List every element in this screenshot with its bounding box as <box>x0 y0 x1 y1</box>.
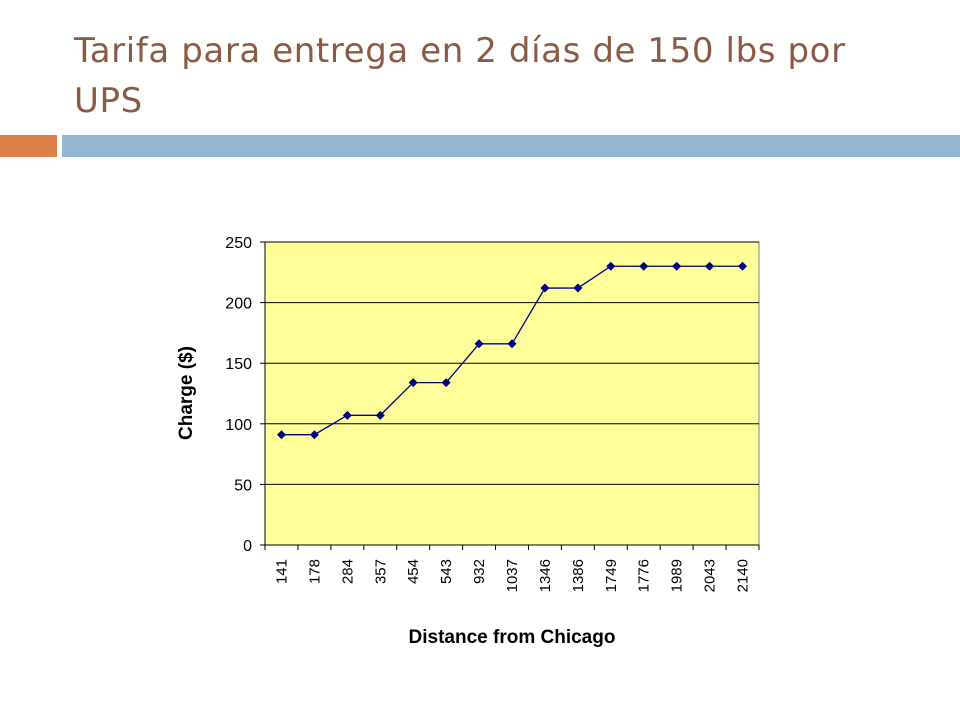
data-point <box>606 261 616 271</box>
x-tick-label: 284 <box>339 559 356 584</box>
y-tick-label: 150 <box>225 356 252 373</box>
series <box>276 261 748 440</box>
x-tick-label: 454 <box>405 559 422 584</box>
gridlines <box>265 241 759 485</box>
data-point <box>342 410 352 420</box>
title-accent-bar <box>0 135 57 157</box>
x-tick-label: 543 <box>438 559 455 584</box>
data-point <box>441 378 451 388</box>
y-tick-label: 100 <box>225 417 252 434</box>
x-tick-label: 141 <box>273 559 290 584</box>
y-tick-label: 250 <box>225 235 252 252</box>
plot-area <box>264 241 760 546</box>
y-tick-label: 0 <box>243 538 252 555</box>
y-axis-title: Charge ($) <box>176 346 197 440</box>
x-tick-label: 932 <box>471 559 488 584</box>
data-point <box>408 378 418 388</box>
x-tick-label: 1749 <box>603 559 620 592</box>
data-point <box>276 430 286 440</box>
data-point <box>573 283 583 293</box>
x-tick-label: 1989 <box>669 559 686 592</box>
x-axis-title: Distance from Chicago <box>409 627 616 648</box>
data-point <box>540 283 550 293</box>
y-tick-label: 200 <box>225 296 252 313</box>
title-rule-bar <box>62 135 960 157</box>
x-axis: 141 178 284 357 454 543 932 1037 1346 1386 1749 177… <box>264 544 760 592</box>
data-point <box>507 339 517 349</box>
data-point <box>474 339 484 349</box>
data-point <box>738 261 748 271</box>
x-tick-label: 178 <box>306 559 323 584</box>
data-point <box>639 261 649 271</box>
y-axis: 0 50 100 150 200 250 <box>225 235 266 555</box>
data-point <box>672 261 682 271</box>
data-point <box>705 261 715 271</box>
x-tick-label: 1776 <box>636 559 653 592</box>
x-tick-label: 2043 <box>702 559 719 592</box>
y-tick-label: 50 <box>234 477 252 494</box>
data-point <box>375 410 385 420</box>
x-tick-label: 1386 <box>570 559 587 592</box>
x-tick-label: 1037 <box>504 559 521 592</box>
x-tick-label: 1346 <box>537 559 554 592</box>
data-point <box>309 430 319 440</box>
x-tick-label: 2140 <box>735 559 752 592</box>
x-tick-label: 357 <box>372 559 389 584</box>
slide-title: Tarifa para entrega en 2 días de 150 lbs… <box>74 31 846 121</box>
